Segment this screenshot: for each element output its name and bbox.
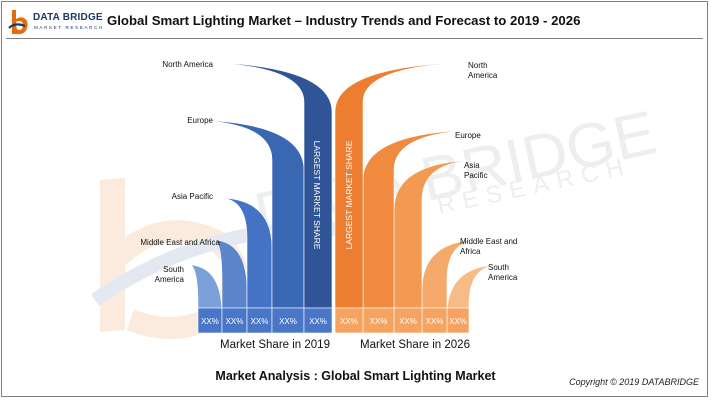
bar-2019-middle-east-and-africa [213, 239, 248, 309]
value-box-2026-europe [362, 307, 395, 334]
logo-tagline: MARKET RESEARCH [34, 25, 104, 30]
category-label-2019-asia-pacific: Asia Pacific [172, 192, 213, 201]
value-label-2019-south-america: XX% [201, 317, 219, 326]
value-label-2026-middle-east-and-africa: XX% [426, 317, 444, 326]
page-title: Global Smart Lighting Market – Industry … [107, 13, 581, 28]
legend-2019: Market Share in 2019 [220, 339, 330, 351]
value-box-2019-south-america [197, 307, 223, 334]
value-box-2026-north-america [334, 307, 364, 334]
bar-2019-north-america [193, 61, 333, 309]
chart-footer-title: Market Analysis : Global Smart Lighting … [215, 369, 496, 383]
logo-b-icon [8, 10, 28, 35]
category-label-line: Africa [460, 247, 481, 256]
value-label-2019-europe: XX% [279, 317, 297, 326]
value-label-2026-asia-pacific: XX% [399, 317, 417, 326]
value-label-2019-asia-pacific: XX% [251, 317, 269, 326]
category-label-line: Pacific [464, 171, 488, 180]
category-label-line: North [468, 61, 488, 70]
category-label-2026-middle-east-and-africa: Middle East and Africa [460, 237, 517, 256]
category-label-2026-south-america: South America [488, 263, 518, 282]
logo: DATA BRIDGE MARKET RESEARCH [7, 8, 104, 36]
logo-name: DATA BRIDGE [33, 12, 103, 23]
category-label-2019-north-america: North America [162, 60, 213, 69]
value-box-2019-north-america [303, 307, 333, 334]
category-label-2026-europe: Europe [455, 131, 481, 140]
category-label-2026-north-america: North America [468, 61, 498, 80]
bar-2026-middle-east-and-africa [421, 239, 478, 309]
bar-2026-asia-pacific [393, 159, 478, 309]
chart-text: XX% XX% XX% XX% XX% XX% XX% XX% XX% XX% North Amer… [140, 60, 518, 351]
category-label-line: America [488, 273, 518, 282]
category-label-2019-europe: Europe [187, 116, 213, 125]
bar-2019-south-america [189, 264, 223, 316]
bar-2026-europe [362, 129, 480, 309]
category-label-line: South [163, 265, 184, 274]
category-label-2019-middle-east-and-africa: Middle East and Africa [140, 238, 220, 247]
value-label-2026-europe: XX% [370, 317, 388, 326]
category-label-line: South [488, 263, 509, 272]
category-label-line: America [155, 275, 185, 284]
copyright-text: Copyright © 2019 DATABRIDGE [569, 377, 699, 387]
chart-shapes [189, 61, 498, 334]
value-label-2019-middle-east-and-africa: XX% [226, 317, 244, 326]
bar-2026-north-america [334, 61, 484, 309]
category-label-line: Asia [464, 161, 480, 170]
value-box-2019-asia-pacific [246, 307, 273, 334]
bar-2026-south-america [446, 264, 498, 316]
legend-2026: Market Share in 2026 [360, 339, 470, 351]
value-label-2026-south-america: XX% [449, 317, 467, 326]
category-label-line: America [468, 71, 498, 80]
value-label-2026-north-america: XX% [340, 317, 358, 326]
header-divider [6, 38, 703, 39]
largest-share-label-2019: LARGEST MARKET SHARE [312, 141, 322, 250]
category-label-2019-south-america: South America [155, 265, 185, 284]
category-label-line: Middle East and [460, 237, 517, 246]
value-label-2019-north-america: XX% [309, 317, 327, 326]
category-label-2026-asia-pacific: Asia Pacific [464, 161, 488, 180]
largest-share-label-2026: LARGEST MARKET SHARE [344, 140, 354, 249]
bar-2019-asia-pacific [221, 197, 273, 309]
bar-2019-europe [191, 119, 305, 309]
value-box-2026-middle-east-and-africa [421, 307, 448, 334]
